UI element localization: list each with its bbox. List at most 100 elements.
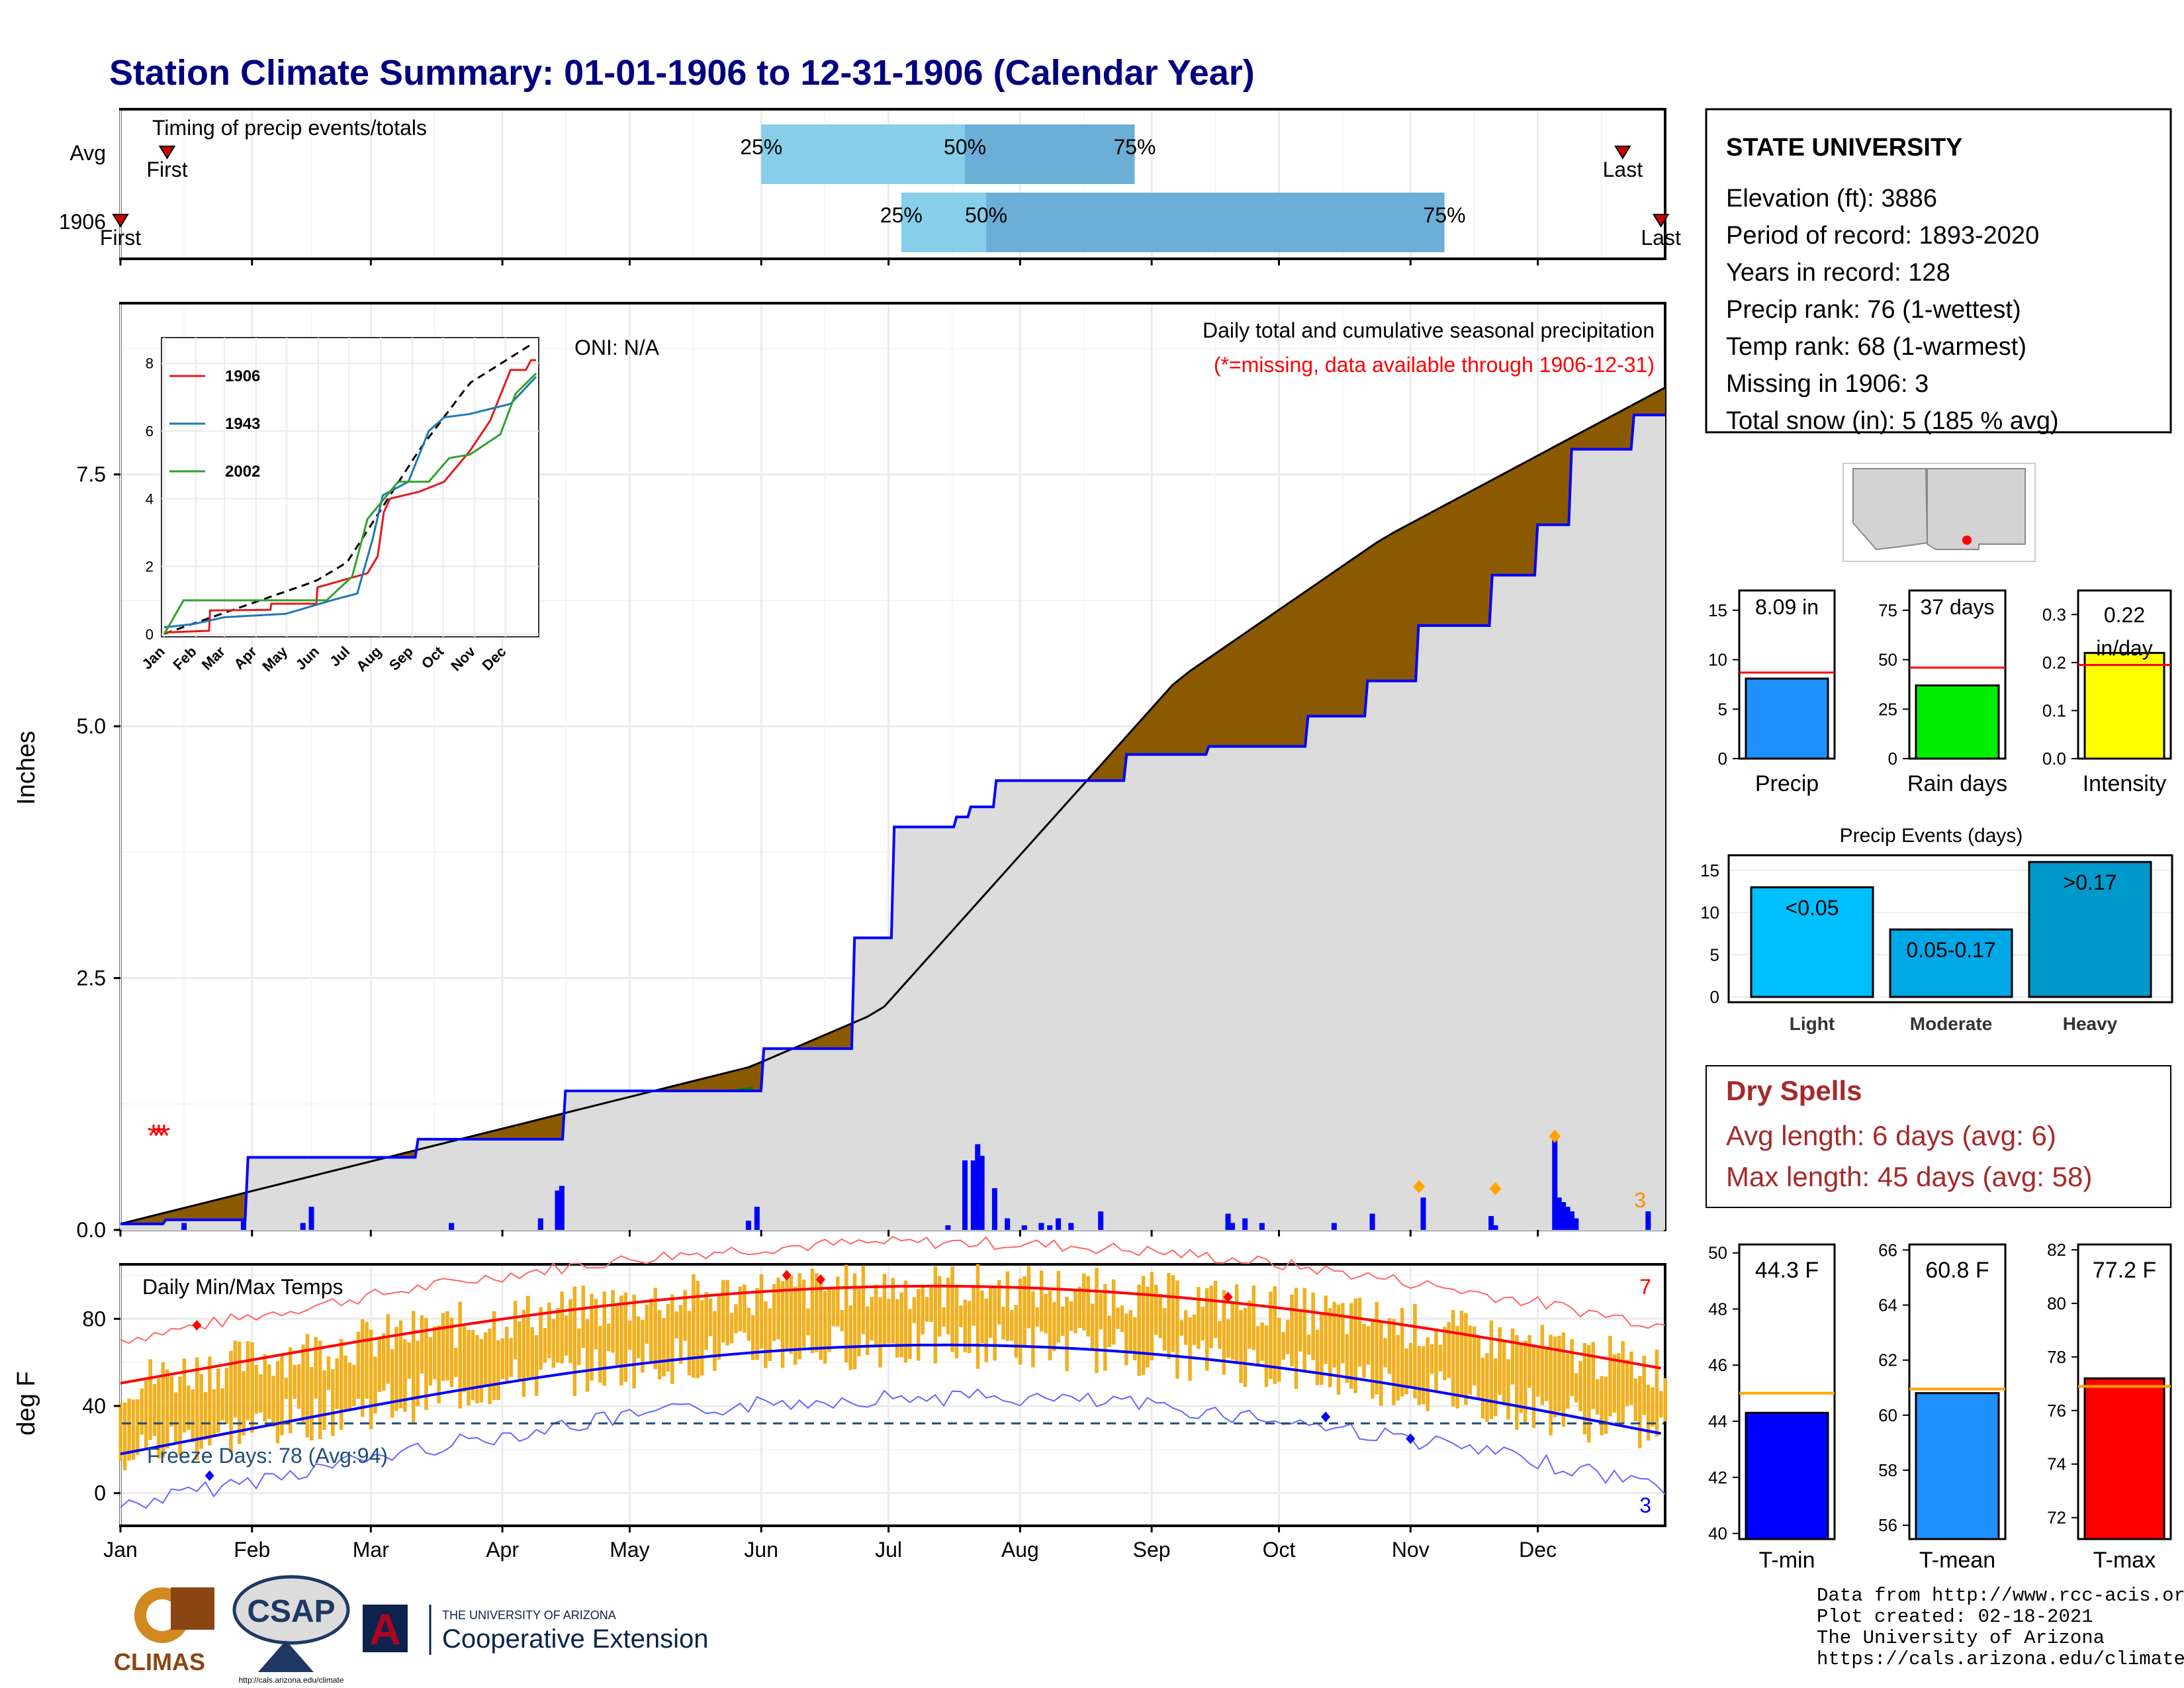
daily-temp-bar bbox=[772, 1284, 776, 1341]
precip-panel: Inches 0.0 2.5 5.0 7.5 ONI: N/A Daily total… bbox=[13, 302, 1666, 1242]
temp-bar-tick: 50 bbox=[1708, 1243, 1727, 1263]
daily-temp-bar bbox=[611, 1290, 615, 1353]
daily-temp-bar bbox=[1600, 1376, 1604, 1436]
daily-temp-bar bbox=[967, 1301, 972, 1354]
daily-temp-bar bbox=[1561, 1332, 1566, 1427]
daily-temp-bar bbox=[1400, 1308, 1404, 1397]
daily-temp-bar bbox=[203, 1392, 208, 1440]
station-name: STATE UNIVERSITY bbox=[1726, 134, 1963, 162]
daily-temp-bar bbox=[445, 1311, 449, 1381]
daily-temp-bar bbox=[1404, 1348, 1408, 1395]
dry-spells-title: Dry Spells bbox=[1726, 1075, 1862, 1106]
daily-temp-bar bbox=[1285, 1319, 1290, 1354]
station-location-marker bbox=[1962, 536, 1972, 545]
daily-temp-bar bbox=[1315, 1329, 1320, 1385]
daily-temp-bar bbox=[530, 1327, 534, 1380]
mini-bar-tick: 0 bbox=[1718, 749, 1727, 769]
daily-temp-bar bbox=[365, 1321, 369, 1399]
daily-temp-bar bbox=[394, 1327, 398, 1411]
daily-temp-bar bbox=[1201, 1307, 1205, 1341]
temp-bar-tick: 72 bbox=[2047, 1508, 2066, 1528]
daily-temp-bar bbox=[462, 1326, 467, 1393]
daily-temp-bar bbox=[1489, 1320, 1494, 1419]
daily-precip-bar bbox=[1242, 1218, 1248, 1230]
temp-bar-label: 77.2 F bbox=[2093, 1258, 2156, 1283]
climas-logo-text: CLIMAS bbox=[114, 1648, 205, 1675]
daily-temp-bar bbox=[1192, 1314, 1197, 1345]
info-line: Years in record: 128 bbox=[1726, 259, 1950, 287]
daily-temp-bar bbox=[1213, 1280, 1218, 1338]
daily-temp-bar bbox=[678, 1305, 683, 1364]
daily-precip-bar bbox=[240, 1221, 246, 1230]
oni-label: ONI: N/A bbox=[574, 336, 660, 359]
temp-bar-tick: 58 bbox=[1878, 1460, 1897, 1480]
daily-temp-bar bbox=[1209, 1286, 1213, 1348]
events-title: Precip Events (days) bbox=[1840, 825, 2023, 847]
credit-line: https://cals.arizona.edu/climate/ bbox=[1817, 1648, 2184, 1670]
state-shape-az bbox=[1852, 468, 1929, 551]
daily-temp-bar bbox=[1320, 1312, 1324, 1385]
mini-bar-label: in/day bbox=[2096, 636, 2152, 660]
missing-day-marker: * bbox=[148, 1119, 160, 1154]
daily-temp-bar bbox=[1175, 1280, 1179, 1379]
daily-temp-bar bbox=[144, 1380, 148, 1448]
missing-day-marker: * bbox=[158, 1119, 171, 1154]
daily-precip-bar bbox=[1561, 1202, 1567, 1230]
daily-temp-bar bbox=[467, 1329, 471, 1406]
info-line: Elevation (ft): 3886 bbox=[1726, 185, 1937, 212]
daily-temp-bar bbox=[1459, 1310, 1464, 1398]
temp-bar-value bbox=[2083, 1377, 2165, 1540]
daily-temp-bar bbox=[878, 1297, 882, 1368]
y-tick-label: 80 bbox=[82, 1307, 106, 1331]
daily-temp-bar bbox=[492, 1311, 496, 1400]
daily-temp-bar bbox=[152, 1383, 157, 1436]
daily-temp-bar bbox=[1485, 1353, 1489, 1423]
daily-temp-bar bbox=[560, 1291, 564, 1364]
daily-temp-bar bbox=[1642, 1355, 1646, 1415]
daily-temp-bar bbox=[500, 1338, 505, 1379]
daily-temp-bar bbox=[751, 1315, 755, 1360]
daily-temp-bar bbox=[1150, 1272, 1154, 1361]
daily-temp-bar bbox=[1230, 1301, 1234, 1360]
daily-precip-bar bbox=[945, 1225, 951, 1230]
daily-temp-bar bbox=[577, 1328, 581, 1366]
daily-precip-bar bbox=[1556, 1197, 1562, 1230]
y-tick-label: 0.0 bbox=[77, 1218, 106, 1242]
daily-temp-bar bbox=[976, 1264, 980, 1369]
mini-bar-value bbox=[1745, 677, 1829, 760]
daily-precip-bar bbox=[991, 1188, 997, 1230]
daily-temp-bar bbox=[882, 1274, 887, 1346]
daily-temp-bar bbox=[1226, 1319, 1230, 1358]
daily-temp-bar bbox=[1566, 1354, 1570, 1409]
first-event-marker bbox=[112, 214, 129, 228]
daily-temp-bar bbox=[1498, 1327, 1502, 1395]
daily-temp-bar bbox=[1570, 1339, 1574, 1397]
y-tick-label: 40 bbox=[82, 1394, 106, 1418]
daily-temp-bar bbox=[1281, 1332, 1285, 1360]
daily-temp-bar bbox=[725, 1280, 729, 1346]
daily-temp-bar bbox=[224, 1368, 229, 1424]
daily-temp-bar bbox=[1260, 1322, 1264, 1361]
month-label: Aug bbox=[1001, 1538, 1039, 1562]
daily-temp-bar bbox=[428, 1337, 433, 1385]
daily-temp-bar bbox=[1527, 1335, 1531, 1388]
daily-temp-bar bbox=[785, 1273, 789, 1350]
daily-temp-bar bbox=[263, 1354, 267, 1422]
temp-bar-tick: 48 bbox=[1708, 1299, 1727, 1319]
daily-temp-bar bbox=[1447, 1322, 1451, 1378]
daily-temp-bar bbox=[1103, 1284, 1107, 1371]
daily-precip-bar bbox=[537, 1218, 543, 1230]
daily-temp-bar bbox=[1141, 1276, 1146, 1376]
daily-temp-bar bbox=[891, 1278, 895, 1344]
daily-temp-bar bbox=[764, 1301, 768, 1368]
daily-temp-bar bbox=[984, 1298, 989, 1362]
daily-temp-bar bbox=[140, 1388, 144, 1435]
daily-temp-bar bbox=[708, 1299, 713, 1336]
daily-temp-bar bbox=[696, 1280, 700, 1378]
daily-temp-bar bbox=[755, 1288, 759, 1360]
record-high-marker bbox=[782, 1270, 792, 1281]
mini-bar-label: 37 days bbox=[1920, 595, 1994, 619]
daily-temp-bar bbox=[794, 1286, 797, 1365]
month-label: Oct bbox=[1263, 1538, 1296, 1562]
daily-temp-bar bbox=[318, 1340, 322, 1439]
